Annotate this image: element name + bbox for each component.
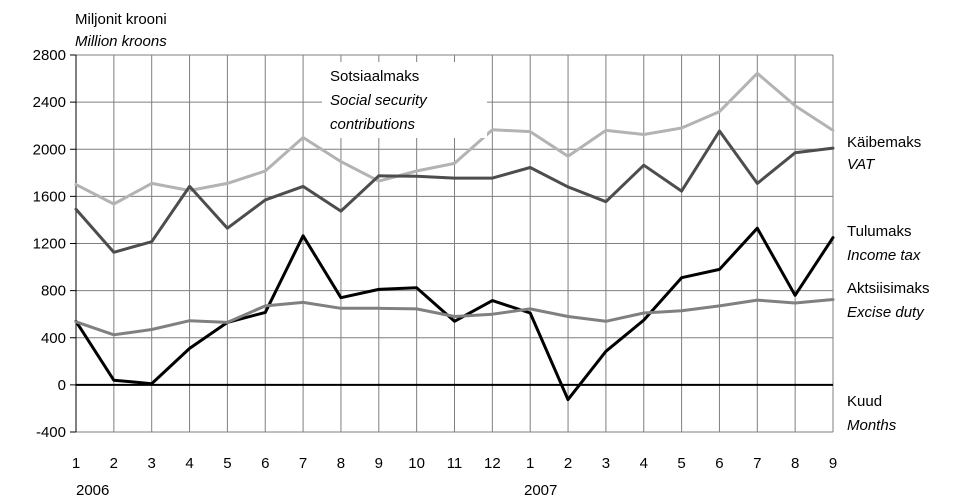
social-label-background — [322, 62, 487, 138]
series-line-1 — [74, 71, 835, 206]
y-tick-label: 0 — [58, 377, 66, 394]
y-tick-label: -400 — [36, 424, 66, 441]
y-axis-label: Miljonit krooni — [75, 11, 167, 28]
x-tick-label: 1 — [72, 455, 80, 472]
x-tick-label: 4 — [640, 455, 648, 472]
series-line-2 — [74, 129, 835, 254]
x-tick-label: 7 — [753, 455, 761, 472]
excise-label: Aktsiisimaks — [847, 280, 930, 297]
year-label-2006: 2006 — [76, 482, 109, 499]
x-tick-label: 3 — [148, 455, 156, 472]
series-line-3 — [74, 226, 835, 402]
y-tick-label: 1200 — [33, 236, 66, 253]
social-label-line2: Social security — [330, 92, 428, 109]
x-tick-label: 8 — [791, 455, 799, 472]
x-tick-label: 2 — [564, 455, 572, 472]
vat-label: Käibemaks — [847, 134, 921, 151]
y-tick-label: 800 — [41, 283, 66, 300]
x-tick-label: 9 — [375, 455, 383, 472]
y-tick-label: 400 — [41, 330, 66, 347]
x-tick-label: 10 — [408, 455, 425, 472]
income-tax-label-en: Income tax — [847, 247, 921, 264]
income-tax-label: Tulumaks — [847, 223, 911, 240]
x-tick-label: 11 — [447, 455, 463, 472]
grid-lines — [76, 54, 834, 433]
x-tick-label: 7 — [299, 455, 307, 472]
y-tick-label: 1600 — [33, 188, 66, 205]
x-tick-label: 4 — [185, 455, 193, 472]
y-tick-labels: -400 0 400 800 1200 1600 2000 2400 2800 — [33, 47, 66, 441]
x-tick-label: 6 — [261, 455, 269, 472]
x-tick-label: 2 — [110, 455, 118, 472]
x-axis-label: Kuud — [847, 393, 882, 410]
x-tick-label: 1 — [526, 455, 534, 472]
year-label-2007: 2007 — [524, 482, 557, 499]
social-label-line3: contributions — [330, 116, 416, 133]
x-tick-label: 3 — [602, 455, 610, 472]
series-group — [74, 71, 835, 402]
excise-label-en: Excise duty — [847, 304, 925, 321]
x-tick-label: 8 — [337, 455, 345, 472]
x-tick-labels: 1 2 3 4 5 6 7 8 9 10 11 12 1 2 3 4 5 6 7 8 9 — [72, 455, 837, 472]
y-axis-label-en: Million kroons — [75, 33, 167, 50]
x-axis-label-en: Months — [847, 417, 897, 434]
x-tick-label: 5 — [677, 455, 685, 472]
series-line-4 — [74, 298, 835, 337]
y-tick-label: 2000 — [33, 141, 66, 158]
x-tick-label: 12 — [484, 455, 501, 472]
vat-label-en: VAT — [847, 156, 876, 173]
y-tick-label: 2800 — [33, 47, 66, 64]
x-tick-label: 5 — [223, 455, 231, 472]
y-tick-label: 2400 — [33, 94, 66, 111]
x-tick-label: 6 — [715, 455, 723, 472]
x-tick-label: 9 — [829, 455, 837, 472]
axes — [70, 54, 833, 433]
social-label-line1: Sotsiaalmaks — [330, 68, 419, 85]
